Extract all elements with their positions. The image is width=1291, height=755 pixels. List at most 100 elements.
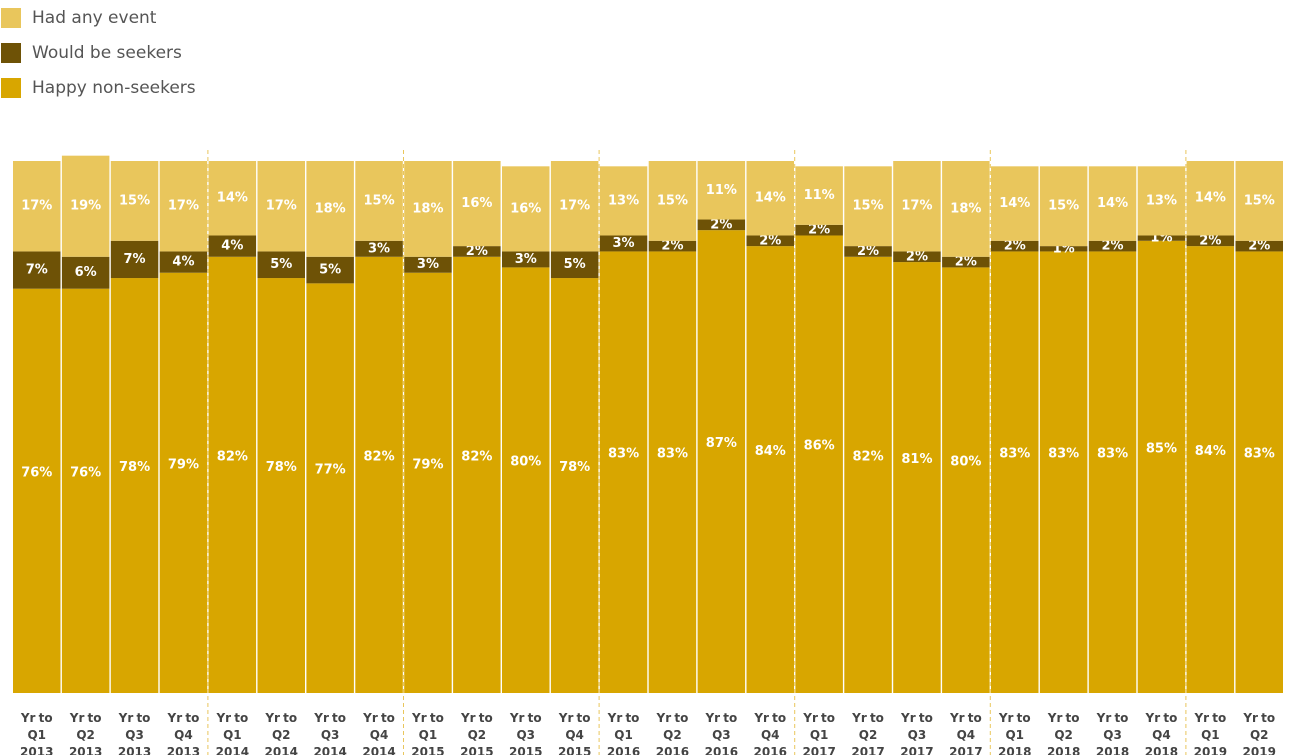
value-label: 18%: [315, 201, 346, 216]
value-label: 80%: [510, 455, 541, 470]
value-label: 13%: [608, 193, 639, 208]
bar-segment: [404, 272, 452, 693]
value-label: 2%: [1102, 239, 1124, 254]
x-tick-label: Yr to Q3 2016: [704, 711, 739, 755]
bar-segment: [550, 161, 599, 252]
bar-segment: [306, 283, 354, 693]
bar-segment: [893, 262, 941, 693]
bar-segment: [1186, 246, 1235, 693]
bar-segment: [1137, 235, 1186, 241]
legend-swatch: [1, 78, 21, 98]
value-label: 85%: [1146, 441, 1177, 456]
value-label: 4%: [172, 255, 194, 270]
value-label: 83%: [999, 447, 1030, 462]
value-label: 2%: [857, 244, 879, 259]
value-label: 2%: [466, 244, 488, 259]
x-tick-label: Yr to Q3 2014: [313, 711, 347, 755]
bar-segment: [13, 161, 61, 252]
value-label: 82%: [852, 449, 883, 464]
bar-segment: [795, 224, 843, 236]
value-label: 17%: [901, 199, 932, 214]
x-tick-label: Yr to Q2 2019: [1242, 711, 1276, 755]
value-label: 15%: [1048, 199, 1079, 214]
value-label: 15%: [119, 193, 150, 208]
value-label: 2%: [1004, 239, 1026, 254]
value-label: 2%: [1199, 233, 1221, 248]
value-label: 2%: [955, 255, 977, 270]
bar-segment: [453, 256, 501, 693]
bar-segment: [844, 246, 892, 257]
value-label: 78%: [266, 460, 297, 475]
value-label: 2%: [808, 223, 830, 238]
bar-segment: [1039, 166, 1088, 247]
bar-segment: [61, 288, 110, 693]
x-tick-label: Yr to Q1 2018: [998, 711, 1032, 755]
x-tick-label: Yr to Q3 2013: [117, 711, 152, 755]
value-label: 11%: [706, 183, 737, 198]
value-label: 3%: [613, 236, 635, 251]
x-tick-label: Yr to Q1 2013: [20, 711, 54, 755]
bar-segment: [844, 256, 892, 693]
value-label: 15%: [1244, 193, 1275, 208]
bar-segment: [208, 256, 257, 693]
bar-segment: [1137, 166, 1186, 236]
bar-segment: [453, 246, 501, 257]
bar-segment: [502, 166, 550, 252]
value-label: 79%: [412, 457, 443, 472]
bar-segment: [1039, 246, 1088, 252]
bar-segment: [991, 240, 1039, 252]
bar-segment: [991, 166, 1039, 241]
x-tick-label: Yr to Q2 2017: [851, 711, 885, 755]
value-label: 17%: [168, 199, 199, 214]
value-label: 80%: [950, 455, 981, 470]
bar-segment: [746, 235, 794, 247]
value-label: 82%: [363, 449, 394, 464]
value-label: 2%: [661, 239, 683, 254]
value-label: 79%: [168, 457, 199, 472]
value-label: 81%: [901, 452, 932, 467]
bar-segment: [1137, 240, 1186, 694]
bar-segment: [1088, 166, 1137, 241]
x-tick-label: Yr to Q1 2014: [215, 711, 250, 755]
bar-segment: [942, 267, 990, 693]
bar-segment: [550, 251, 599, 279]
bar-segment: [159, 272, 208, 693]
bar-segment: [942, 161, 990, 257]
bar-segment: [502, 267, 550, 693]
bar-segment: [61, 256, 110, 289]
value-label: 83%: [608, 447, 639, 462]
bar-segment: [257, 251, 305, 279]
x-tick-label: Yr to Q4 2016: [753, 711, 787, 755]
x-tick-label: Yr to Q1 2015: [411, 711, 445, 755]
bar-segment: [306, 161, 354, 257]
value-label: 2%: [906, 249, 928, 264]
value-label: 76%: [21, 465, 52, 480]
value-label: 76%: [70, 465, 101, 480]
value-label: 17%: [21, 199, 52, 214]
x-tick-label: Yr to Q2 2013: [68, 711, 103, 755]
bar-segment: [1235, 161, 1283, 241]
bar-segment: [648, 161, 697, 241]
bar-segment: [355, 256, 403, 693]
bar-segment: [110, 240, 159, 279]
bar-segment: [1235, 240, 1283, 252]
bar-segment: [61, 155, 110, 257]
legend-label: Had any event: [32, 8, 157, 28]
value-label: 84%: [1195, 444, 1226, 459]
bar-segment: [453, 161, 501, 247]
value-label: 82%: [461, 449, 492, 464]
legend-label: Would be seekers: [32, 43, 182, 63]
legend-swatch: [1, 8, 21, 28]
bar-segment: [599, 166, 648, 236]
bar-segment: [13, 288, 61, 693]
bar-segment: [1186, 161, 1235, 236]
x-tick-label: Yr to Q3 2015: [509, 711, 543, 755]
bar-segment: [697, 230, 746, 693]
bar-segment: [599, 251, 648, 693]
value-label: 14%: [217, 191, 248, 206]
value-label: 7%: [26, 263, 48, 278]
bar-segment: [550, 278, 599, 693]
bar-segment: [355, 240, 403, 257]
